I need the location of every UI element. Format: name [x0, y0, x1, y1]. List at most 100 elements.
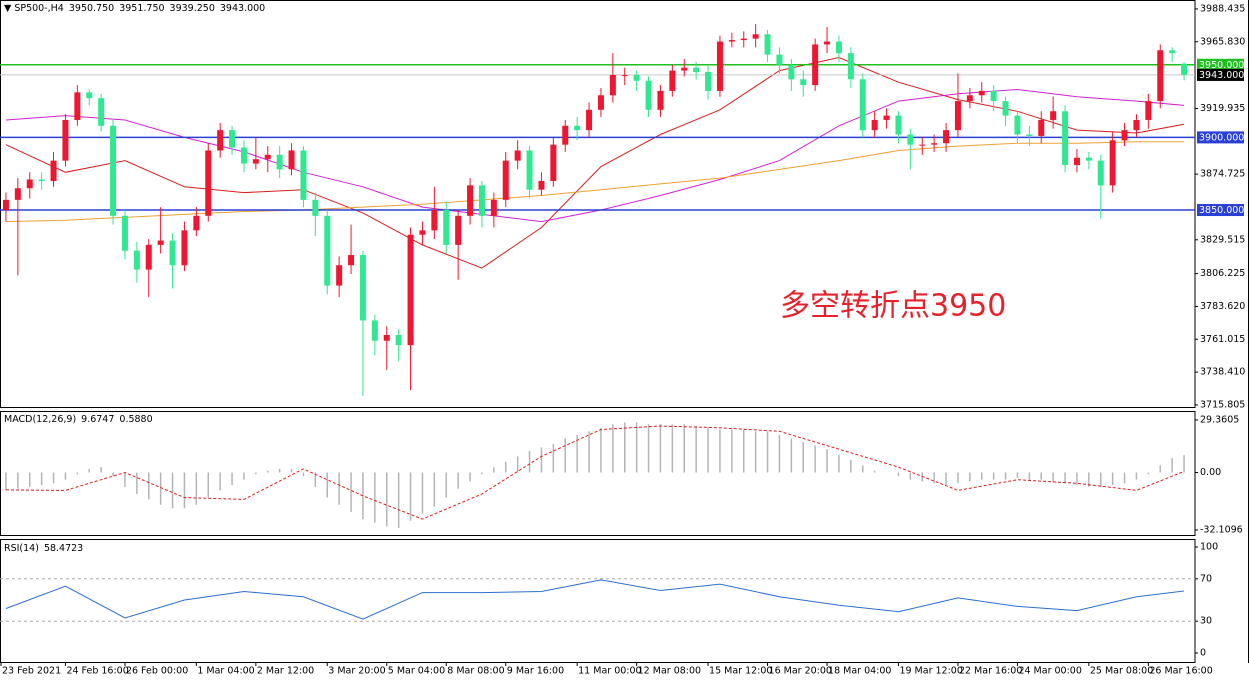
macd-value: 9.6747	[81, 414, 115, 425]
candle-body	[288, 150, 295, 170]
y-tick-label: 3738.410	[1200, 367, 1245, 378]
candle-body	[621, 74, 628, 76]
candle-body	[943, 130, 950, 144]
candle-body	[1181, 63, 1188, 75]
candle-body	[907, 134, 914, 145]
candle-body	[669, 70, 676, 91]
candle-body	[264, 154, 271, 160]
candle-body	[728, 40, 735, 42]
candle-body	[2, 199, 9, 211]
candle-body	[776, 54, 783, 65]
symbol: SP500-,H4	[14, 3, 64, 14]
x-tick-label: 22 Mar 16:00	[959, 666, 1022, 677]
y-tick-label: -32.1096	[1200, 525, 1243, 536]
candle-body	[336, 265, 343, 286]
candle-body	[50, 160, 57, 181]
candle-body	[1145, 101, 1152, 120]
candle-body	[586, 109, 593, 131]
candle-body	[978, 90, 985, 96]
low-value: 3939.250	[169, 3, 215, 14]
candle-body	[276, 154, 283, 170]
candle-body	[562, 125, 569, 145]
candle-body	[359, 255, 366, 321]
y-tick-label: 29.3605	[1200, 414, 1239, 425]
candle-body	[431, 210, 438, 231]
candle-body	[455, 215, 462, 245]
x-tick-label: 23 Feb 2021	[2, 666, 61, 677]
candle-body	[633, 74, 640, 81]
moving-average	[5, 56, 1185, 269]
candle-body	[1038, 119, 1045, 136]
candle-body	[169, 240, 176, 266]
candle-body	[1085, 157, 1092, 161]
candle-body	[86, 92, 93, 99]
rsi-header: RSI(14) 58.4723	[4, 543, 88, 555]
y-tick-label: 3988.435	[1200, 3, 1245, 14]
candle-body	[229, 130, 236, 148]
candle-body	[395, 334, 402, 346]
level-label: 3900.000	[1199, 132, 1244, 143]
candle-body	[467, 185, 474, 216]
candle-body	[490, 199, 497, 216]
candle-body	[407, 234, 414, 346]
x-tick-label: 16 Mar 20:00	[769, 666, 832, 677]
candle-body	[609, 74, 616, 96]
last-price-label: 3943.000	[1199, 70, 1244, 81]
candle-body	[1026, 134, 1033, 136]
x-tick-label: 9 Mar 16:00	[507, 666, 564, 677]
x-tick-label: 19 Mar 12:00	[899, 666, 962, 677]
candle-body	[812, 44, 819, 86]
pane-frame	[0, 539, 1196, 663]
macd-title: MACD(12,26,9)	[4, 414, 77, 425]
candle-body	[740, 38, 747, 41]
candle-body	[1121, 130, 1128, 141]
y-tick-label: 3783.620	[1200, 301, 1245, 312]
candle-body	[110, 125, 117, 216]
candle-body	[217, 130, 224, 151]
x-tick-label: 18 Mar 04:00	[828, 666, 891, 677]
candle-body	[847, 53, 854, 80]
x-tick-label: 26 Mar 16:00	[1149, 666, 1212, 677]
signal-value: 0.5880	[119, 414, 153, 425]
candle-body	[824, 41, 831, 45]
candle-body	[1062, 111, 1069, 165]
candle-body	[990, 90, 997, 102]
candle-body	[348, 255, 355, 266]
candle-body	[252, 159, 259, 164]
candle-body	[419, 230, 426, 235]
candle-body	[121, 215, 128, 251]
y-tick-label: 3829.515	[1200, 234, 1245, 245]
candle-body	[383, 334, 390, 341]
candle-body	[538, 180, 545, 190]
candle-body	[26, 179, 33, 189]
pane-frame	[0, 411, 1196, 536]
open-value: 3950.750	[68, 3, 115, 14]
x-tick-label: 11 Mar 00:00	[578, 666, 641, 677]
y-tick-label: 100	[1200, 541, 1218, 552]
candle-body	[502, 160, 509, 200]
candle-body	[859, 79, 866, 131]
rsi-line	[5, 579, 1185, 620]
candle-body	[657, 90, 664, 110]
candle-body	[1133, 119, 1140, 131]
candle-body	[371, 320, 378, 341]
x-tick-label: 12 Mar 08:00	[638, 666, 701, 677]
candle-body	[478, 185, 485, 216]
candle-body	[514, 150, 521, 161]
candle-body	[133, 250, 140, 270]
candle-body	[716, 41, 723, 91]
x-tick-label: 15 Mar 12:00	[709, 666, 772, 677]
candle-body	[98, 98, 105, 126]
rsi-title: RSI(14)	[4, 543, 39, 554]
candle-body	[74, 92, 81, 120]
candle-body	[883, 115, 890, 120]
candle-body	[38, 179, 45, 181]
candle-body	[145, 244, 152, 270]
x-tick-label: 25 Mar 08:00	[1090, 666, 1153, 677]
candle-body	[931, 143, 938, 145]
candle-body	[1169, 50, 1176, 54]
moving-average	[5, 141, 1184, 223]
candle-body	[954, 101, 961, 131]
x-tick-label: 24 Mar 00:00	[1018, 666, 1081, 677]
